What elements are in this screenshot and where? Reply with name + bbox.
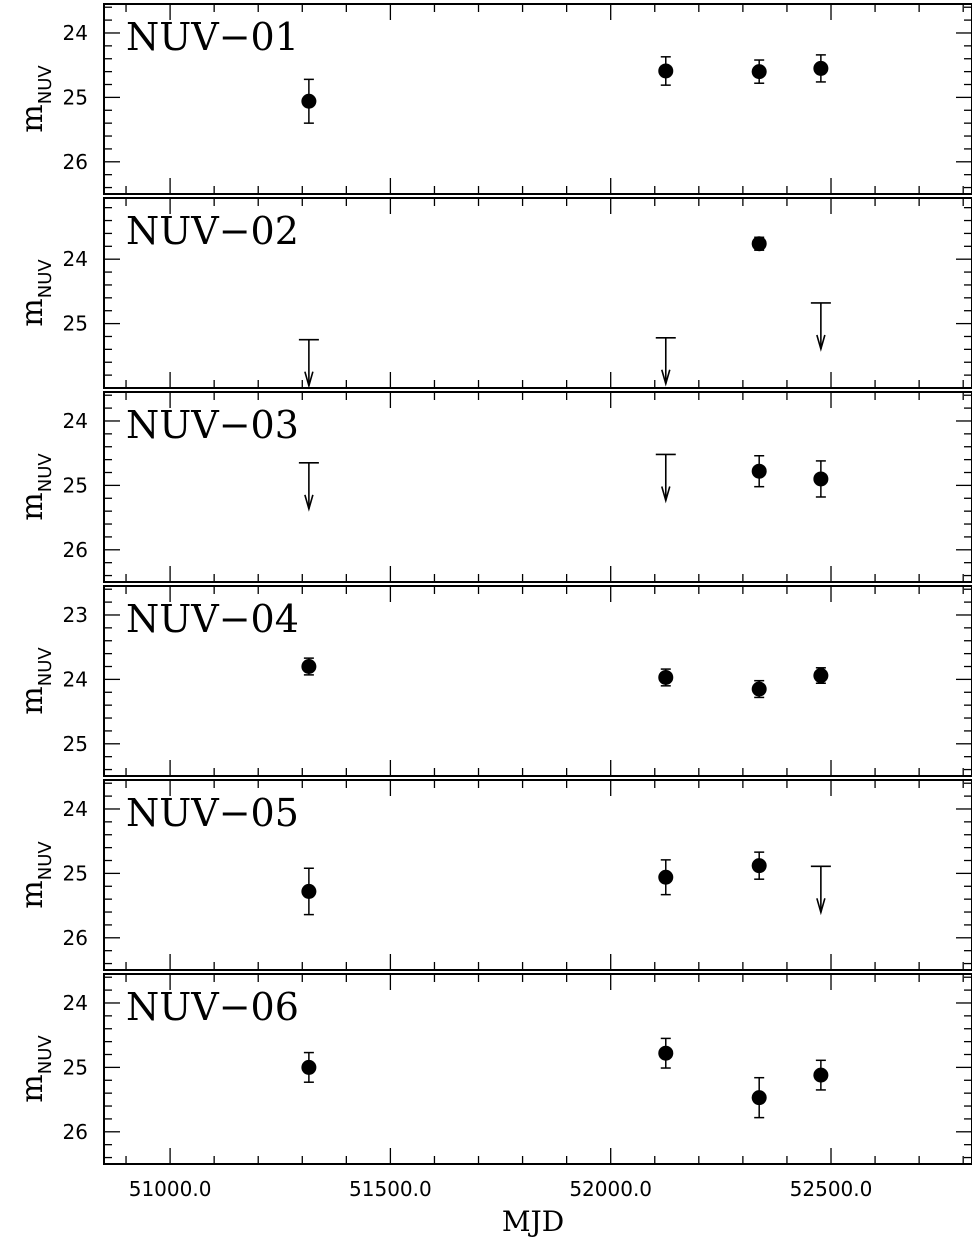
y-axis-label: mNUV: [15, 647, 56, 715]
panel-2: 24 25 NUV−02 mNUV: [15, 197, 972, 389]
x-axis-label: MJD: [502, 1205, 564, 1238]
y-tick-label: 24: [63, 409, 88, 433]
upper-limit-arrow: [304, 371, 314, 389]
data-point: [813, 471, 829, 487]
x-tick-label: 51000.0: [129, 1177, 212, 1201]
panel-title: NUV−02: [126, 209, 299, 253]
y-tick-label: 24: [63, 991, 88, 1015]
panel-frame: [103, 973, 972, 1165]
x-tick-label: 52500.0: [790, 1177, 873, 1201]
upper-limit-arrow: [661, 369, 671, 387]
y-tick-label: 25: [63, 861, 88, 885]
data-point: [751, 1090, 767, 1106]
panel-title: NUV−05: [126, 791, 299, 835]
y-tick-label: 25: [63, 732, 88, 756]
upper-limit-arrow: [304, 494, 314, 512]
panel-1: 24 25 26 NUV−01 mNUV: [15, 3, 972, 195]
data-point: [751, 236, 767, 252]
data-point: [658, 1045, 674, 1061]
data-point: [751, 64, 767, 80]
data-point: [658, 669, 674, 685]
y-tick-label: 25: [63, 312, 88, 336]
y-tick-label: 24: [63, 797, 88, 821]
y-tick-label: 24: [63, 21, 88, 45]
data-point: [658, 869, 674, 885]
data-point: [751, 681, 767, 697]
y-axis-label: mNUV: [15, 453, 56, 521]
panel-frame: [103, 391, 972, 583]
x-tick-label: 51500.0: [349, 1177, 432, 1201]
y-tick-label: 26: [63, 926, 88, 950]
data-point: [301, 659, 317, 675]
panel-title: NUV−04: [126, 597, 299, 641]
y-tick-label: 24: [63, 247, 88, 271]
panel-title: NUV−01: [126, 15, 299, 59]
y-axis-label: mNUV: [15, 65, 56, 133]
data-point: [813, 1067, 829, 1083]
y-tick-label: 26: [63, 538, 88, 562]
panel-3: 24 25 26 NUV−03 mNUV: [15, 391, 972, 583]
y-axis-label: mNUV: [15, 841, 56, 909]
data-point: [301, 883, 317, 899]
data-point: [751, 463, 767, 479]
y-tick-label: 25: [63, 85, 88, 109]
y-tick-label: 26: [63, 150, 88, 174]
y-tick-label: 26: [63, 1120, 88, 1144]
panel-frame: [103, 3, 972, 195]
y-axis-label: mNUV: [15, 1035, 56, 1103]
panel-frame: [103, 197, 972, 389]
x-tick-label: 52000.0: [569, 1177, 652, 1201]
panel-4: 23 24 25 NUV−04 mNUV: [15, 585, 972, 777]
panel-5: 24 25 26 NUV−05 mNUV: [15, 779, 972, 971]
y-tick-label: 25: [63, 1055, 88, 1079]
panel-6: 24 25 26 NUV−06 mNUV 51000.0 51500.0 52000.0 525…: [15, 973, 972, 1201]
data-point: [813, 60, 829, 76]
data-point: [301, 1059, 317, 1075]
data-point: [301, 93, 317, 109]
data-point: [658, 63, 674, 79]
data-point: [813, 668, 829, 684]
panel-title: NUV−06: [126, 985, 299, 1029]
upper-limit-arrow: [661, 486, 671, 504]
y-tick-label: 23: [63, 603, 88, 627]
y-axis-label: mNUV: [15, 259, 56, 327]
upper-limit-arrow: [816, 334, 826, 352]
y-tick-label: 25: [63, 473, 88, 497]
data-point: [751, 858, 767, 874]
panel-frame: [103, 779, 972, 971]
y-tick-label: 24: [63, 667, 88, 691]
panel-title: NUV−03: [126, 403, 299, 447]
upper-limit-arrow: [816, 898, 826, 916]
panel-frame: [103, 585, 972, 777]
